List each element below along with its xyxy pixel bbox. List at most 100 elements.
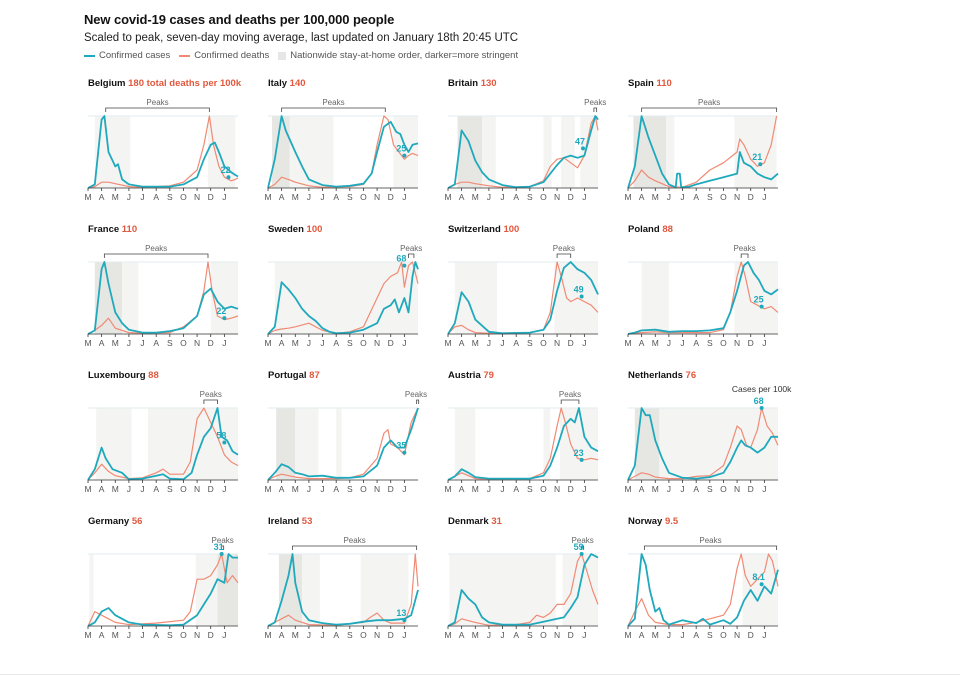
x-tick-label: J: [222, 630, 226, 640]
x-tick-label: O: [720, 192, 727, 202]
x-tick-label: O: [540, 630, 547, 640]
x-tick-label: J: [127, 484, 131, 494]
x-tick-label: D: [748, 630, 754, 640]
x-tick-label: N: [374, 484, 380, 494]
x-tick-label: M: [292, 484, 299, 494]
deaths-total: 79: [483, 370, 494, 381]
current-cases-label: 68: [396, 254, 406, 264]
x-tick-label: J: [307, 192, 311, 202]
current-cases-label: 23: [574, 448, 584, 458]
x-tick-label: D: [568, 630, 574, 640]
legend-label-cases: Confirmed cases: [99, 50, 171, 61]
current-cases-point: [219, 552, 224, 556]
chart-title: New covid-19 cases and deaths per 100,00…: [84, 12, 395, 27]
x-tick-label: N: [194, 338, 200, 348]
lockdown-band: [195, 554, 218, 626]
panel-britain: Britain 130 Peaks 47 M A M J J A S O N D J: [444, 78, 608, 213]
x-tick-label: N: [554, 338, 560, 348]
lockdown-band: [559, 408, 598, 480]
x-tick-label: S: [347, 338, 353, 348]
x-tick-label: A: [99, 630, 105, 640]
lockdown-band: [543, 116, 552, 188]
panel-title: Italy 140: [268, 78, 428, 89]
lockdown-band: [641, 262, 669, 334]
x-tick-label: J: [307, 338, 311, 348]
deaths-line: [447, 261, 599, 335]
lockdown-band: [289, 116, 334, 188]
x-tick-label: J: [320, 192, 324, 202]
cases-line: [627, 407, 778, 481]
peaks-bracket: [292, 545, 418, 550]
deaths-line: [267, 553, 419, 627]
x-tick-label: A: [639, 484, 645, 494]
deaths-line: [627, 553, 779, 627]
cases-line: [267, 261, 419, 335]
cases-swatch-icon: [84, 54, 95, 57]
panel-title: Portugal 87: [268, 370, 428, 381]
panel-title: Luxembourg 88: [88, 370, 248, 381]
lockdown-band: [302, 554, 320, 626]
lockdown-band: [561, 116, 575, 188]
current-cases-point: [222, 440, 227, 445]
x-tick-label: J: [582, 192, 586, 202]
cases-line: [627, 553, 779, 627]
deaths-total: 87: [309, 370, 320, 381]
x-tick-label: J: [487, 338, 491, 348]
peaks-label: Peaks: [146, 98, 168, 107]
deaths-total: 53: [301, 516, 313, 527]
x-tick-label: M: [472, 192, 479, 202]
x-tick-label: N: [554, 484, 560, 494]
peaks-bracket: [105, 107, 210, 112]
current-cases-point: [222, 316, 227, 321]
x-tick-label: N: [734, 484, 740, 494]
x-tick-label: O: [540, 338, 547, 348]
x-tick-label: M: [652, 338, 659, 348]
peaks-label: Peaks: [699, 536, 721, 545]
country-name: Denmark: [448, 516, 492, 527]
x-tick-label: A: [693, 338, 699, 348]
lockdown-band: [278, 554, 303, 626]
x-tick-label: J: [307, 484, 311, 494]
lockdown-band: [295, 408, 319, 480]
x-tick-label: A: [693, 630, 699, 640]
x-tick-label: J: [127, 630, 131, 640]
x-tick-label: J: [762, 630, 766, 640]
x-tick-label: S: [347, 192, 353, 202]
lockdown-band: [374, 554, 409, 626]
x-tick-label: A: [99, 338, 105, 348]
x-tick-label: A: [639, 192, 645, 202]
current-cases-point: [402, 450, 407, 455]
lockdown-band: [734, 116, 777, 188]
peaks-bracket: [221, 545, 225, 550]
x-tick-label: M: [84, 630, 91, 640]
x-tick-label: O: [180, 630, 187, 640]
x-tick-label: D: [568, 484, 574, 494]
x-tick-label: N: [374, 338, 380, 348]
x-tick-label: D: [568, 192, 574, 202]
lockdown-band: [208, 116, 236, 188]
x-tick-label: J: [140, 338, 144, 348]
peaks-label: Peaks: [200, 390, 222, 399]
x-tick-label: A: [693, 484, 699, 494]
x-tick-label: M: [264, 192, 271, 202]
x-tick-label: S: [527, 630, 533, 640]
legend-label-lockdown: Nationwide stay-at-home order, darker=mo…: [290, 50, 519, 61]
panel-denmark: Denmark 31 Peaks 59 M A M J J A S O N D J: [444, 516, 608, 651]
current-cases-point: [579, 294, 584, 299]
current-cases-label: 58: [216, 431, 226, 441]
panel-title: Sweden 100: [268, 224, 428, 235]
x-tick-label: N: [554, 630, 560, 640]
x-tick-label: A: [99, 484, 105, 494]
x-tick-label: A: [333, 338, 339, 348]
x-tick-label: S: [347, 630, 353, 640]
panel-title: Belgium 180 total deaths per 100k: [88, 78, 248, 89]
peaks-bracket: [281, 107, 386, 112]
x-tick-label: J: [222, 338, 226, 348]
x-tick-label: J: [402, 630, 406, 640]
cases-line: [627, 115, 779, 189]
